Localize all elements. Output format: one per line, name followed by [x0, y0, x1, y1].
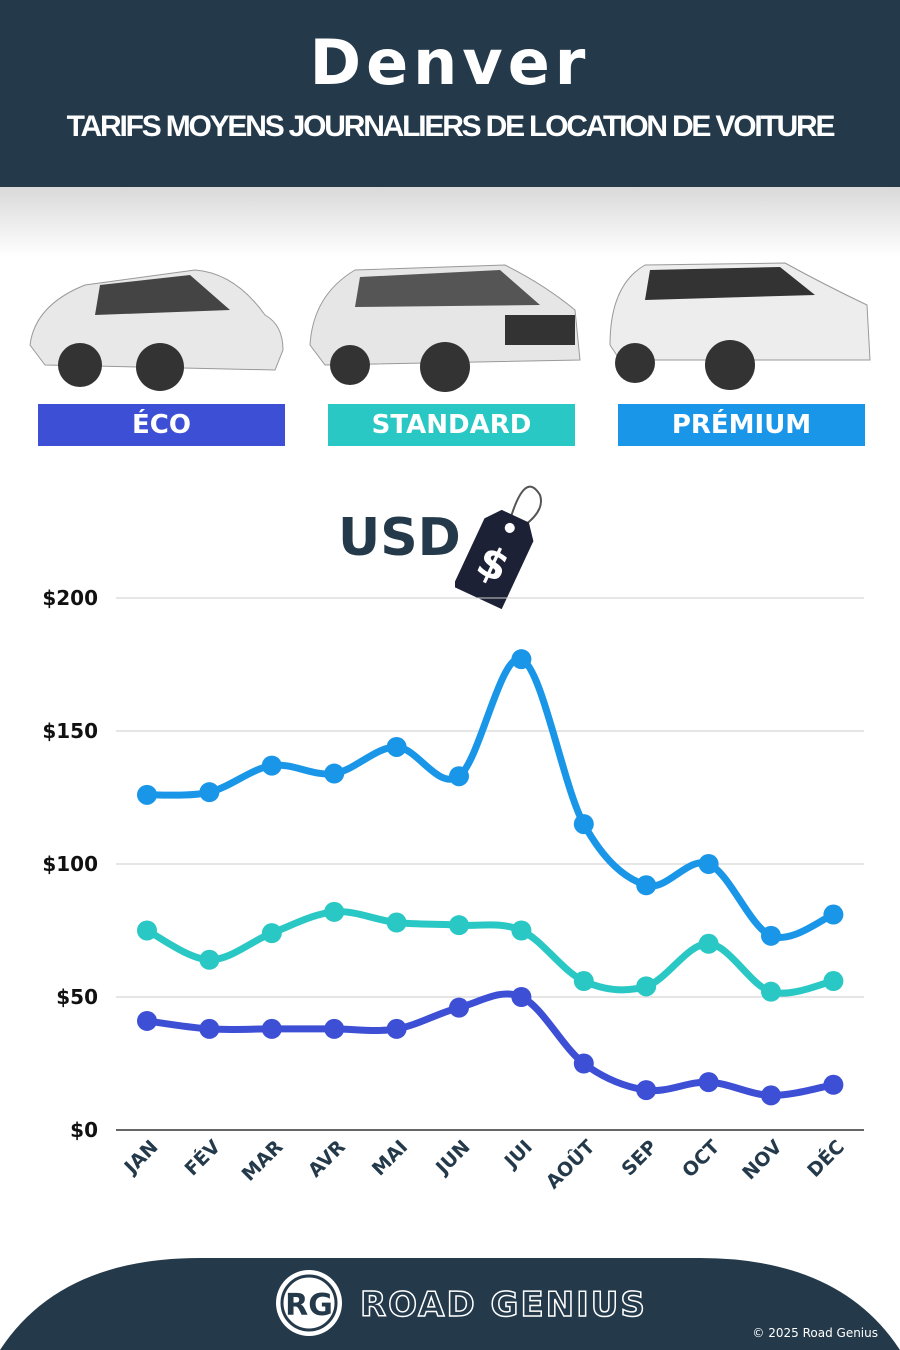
data-point — [761, 925, 781, 946]
data-point — [137, 784, 157, 805]
data-point — [324, 901, 345, 922]
data-point — [199, 782, 220, 803]
x-tick-label: NOV — [738, 1136, 786, 1184]
data-point — [511, 987, 532, 1007]
x-tick-label: OCT — [678, 1136, 724, 1182]
series-line-0 — [143, 655, 837, 941]
data-point — [449, 766, 469, 787]
x-tick-label: FÉV — [180, 1135, 225, 1180]
x-tick-label: SEP — [617, 1136, 661, 1180]
data-point — [386, 736, 407, 757]
y-tick-label: $150 — [42, 719, 98, 743]
data-point — [324, 1018, 345, 1039]
header: Denver TARIFS MOYENS JOURNALIERS DE LOCA… — [0, 0, 900, 187]
price-tag-icon: $ — [455, 485, 542, 610]
footer-brand: ROAD GENIUS — [360, 1285, 647, 1325]
line-chart: $0 $50 $100 $150 $200 JAN FÉV MAR AVR MAI JUN JUI AO… — [42, 586, 864, 1194]
y-tick-label: $100 — [42, 852, 98, 876]
y-tick-label: $0 — [70, 1118, 98, 1142]
header-shadow — [0, 187, 900, 257]
data-point — [636, 976, 657, 997]
series-line-1 — [143, 908, 837, 997]
data-point — [449, 997, 469, 1018]
premium-badge: PRÉMIUM — [618, 404, 865, 446]
data-point — [761, 1085, 781, 1106]
premium-car-image — [609, 262, 871, 390]
data-point — [823, 904, 844, 925]
data-point — [386, 1018, 407, 1039]
x-tick-label: JUN — [430, 1136, 474, 1180]
data-point — [573, 971, 594, 992]
data-point — [823, 971, 844, 992]
data-point — [823, 1074, 844, 1095]
x-tick-label: JAN — [119, 1136, 163, 1180]
eco-badge: ÉCO — [38, 404, 285, 446]
data-point — [199, 1018, 220, 1039]
data-point — [573, 1053, 594, 1074]
data-point — [698, 933, 719, 954]
data-point — [573, 814, 594, 835]
series-line-2 — [143, 990, 837, 1099]
x-tick-label: AVR — [304, 1136, 350, 1182]
data-point — [324, 763, 345, 784]
data-point — [449, 915, 469, 936]
data-point — [698, 854, 719, 874]
x-tick-label: JUI — [499, 1136, 537, 1174]
y-tick-label: $50 — [56, 985, 98, 1009]
standard-car-image — [309, 264, 581, 392]
data-point — [761, 981, 781, 1002]
x-tick-label: MAI — [368, 1136, 412, 1180]
footer-logo: RG — [285, 1288, 333, 1323]
data-point — [137, 1010, 157, 1031]
currency-label: USD — [338, 508, 461, 568]
data-point — [261, 923, 282, 944]
footer: RG ROAD GENIUS — [0, 1258, 900, 1350]
data-point — [698, 1072, 719, 1093]
standard-badge: STANDARD — [328, 404, 575, 446]
data-point — [511, 649, 532, 670]
y-tick-label: $200 — [42, 586, 98, 610]
data-point — [199, 949, 220, 970]
x-tick-label: DÉC — [802, 1135, 848, 1181]
data-point — [137, 920, 157, 941]
data-point — [636, 1080, 657, 1101]
copyright: © 2025 Road Genius — [752, 1326, 878, 1340]
x-tick-label: MAR — [238, 1136, 288, 1186]
data-point — [261, 1018, 282, 1039]
data-point — [511, 920, 532, 941]
data-point — [386, 912, 407, 933]
data-point — [261, 755, 282, 776]
x-tick-label: AOÛT — [540, 1135, 599, 1194]
data-point — [636, 875, 657, 896]
city-title: Denver — [309, 26, 591, 99]
subtitle: TARIFS MOYENS JOURNALIERS DE LOCATION DE… — [66, 110, 836, 143]
eco-car-image — [29, 269, 284, 391]
